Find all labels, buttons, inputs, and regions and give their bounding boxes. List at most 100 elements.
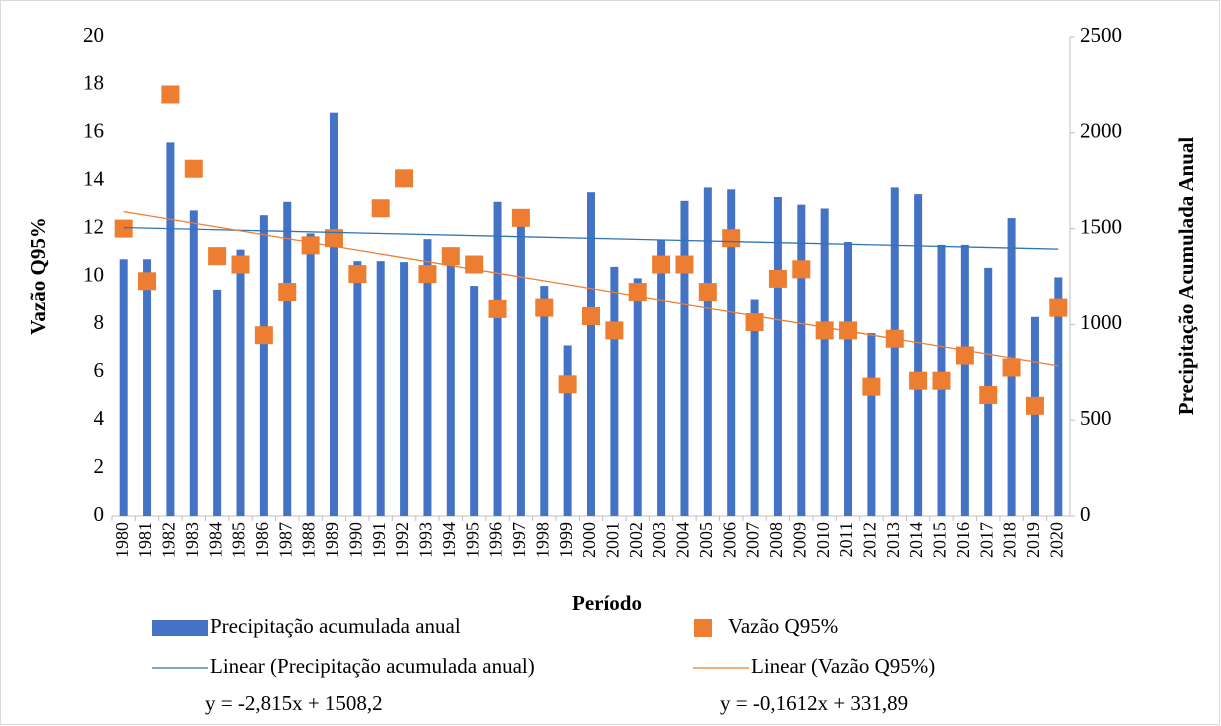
bar: [166, 142, 175, 516]
bar: [493, 201, 502, 516]
y-tick-label: 14: [83, 167, 105, 191]
trend-equation: y = -2,815x + 1508,2: [205, 691, 383, 715]
x-tick-label: 1985: [229, 522, 249, 558]
marker: [605, 321, 624, 340]
bar: [750, 299, 759, 516]
marker: [254, 326, 273, 345]
legend-label: Linear (Vazão Q95%): [751, 654, 935, 678]
bar: [563, 345, 572, 516]
x-tick-label: 2013: [883, 522, 903, 558]
marker: [231, 255, 250, 274]
bar: [540, 286, 549, 516]
marker: [511, 208, 530, 227]
x-tick-label: 2010: [813, 522, 833, 558]
bar: [680, 200, 689, 516]
x-tick-label: 2005: [696, 522, 716, 558]
bar: [329, 112, 338, 516]
y2-tick-label: 1000: [1080, 310, 1122, 334]
legend-swatch: [694, 619, 712, 637]
marker: [371, 199, 390, 218]
x-tick-label: 1990: [345, 522, 365, 558]
bar: [1054, 277, 1063, 516]
x-tick-label: 1994: [439, 522, 459, 558]
x-tick-label: 1987: [275, 522, 295, 558]
marker: [745, 313, 764, 332]
x-tick-label: 2019: [1023, 522, 1043, 558]
bar: [446, 264, 455, 516]
x-tick-label: 1983: [182, 522, 202, 558]
bar: [306, 233, 315, 516]
marker: [1025, 396, 1044, 415]
y-tick-label: 4: [94, 406, 105, 430]
marker: [628, 283, 647, 302]
marker: [722, 229, 741, 248]
y2-tick-label: 2500: [1080, 23, 1122, 47]
marker: [675, 255, 694, 274]
marker: [1002, 358, 1021, 377]
marker: [979, 386, 998, 405]
x-tick-label: 2000: [579, 522, 599, 558]
x-tick-label: 2020: [1046, 522, 1066, 558]
bar: [960, 244, 969, 517]
bar: [657, 240, 666, 516]
bar: [236, 249, 245, 516]
y2-tick-label: 1500: [1080, 214, 1122, 238]
bar: [727, 189, 736, 516]
x-tick-label: 1991: [369, 522, 389, 558]
legend-label: Precipitação acumulada anual: [210, 614, 461, 638]
x-tick-label: 1995: [462, 522, 482, 558]
marker: [114, 219, 133, 238]
marker: [652, 255, 671, 274]
bar: [844, 242, 853, 516]
y-tick-label: 6: [94, 358, 105, 382]
marker: [301, 236, 320, 255]
marker: [909, 371, 928, 390]
bar: [470, 286, 479, 516]
x-axis-title: Período: [572, 591, 642, 615]
bar: [283, 201, 292, 516]
x-tick-label: 2011: [836, 522, 856, 557]
marker: [161, 85, 180, 104]
x-tick-label: 1992: [392, 522, 412, 558]
marker: [698, 283, 717, 302]
trendline: [123, 226, 1059, 250]
bar: [610, 266, 619, 516]
bar: [867, 333, 876, 516]
bar: [516, 219, 525, 516]
x-tick-label: 1982: [159, 522, 179, 558]
marker: [488, 299, 507, 318]
y-tick-label: 0: [94, 502, 105, 526]
x-tick-label: 2006: [719, 522, 739, 558]
bar: [213, 289, 222, 516]
x-tick-label: 2015: [930, 522, 950, 558]
y-tick-label: 10: [83, 262, 104, 286]
bar: [773, 196, 782, 516]
bar: [376, 261, 385, 516]
legend-swatch: [152, 620, 208, 636]
y2-tick-label: 500: [1080, 406, 1112, 430]
marker: [558, 375, 577, 394]
y-tick-label: 12: [83, 214, 104, 238]
x-tick-label: 1986: [252, 522, 272, 558]
bar: [400, 262, 409, 516]
bar: [119, 259, 128, 516]
y-tick-label: 2: [94, 454, 105, 478]
bar: [820, 208, 829, 516]
trendline: [123, 210, 1059, 367]
x-tick-label: 2001: [602, 522, 622, 558]
x-tick-label: 1996: [486, 522, 506, 558]
bar: [890, 187, 899, 516]
bar: [914, 194, 923, 516]
y2-tick-label: 0: [1080, 502, 1091, 526]
x-tick-label: 1993: [416, 522, 436, 558]
marker: [208, 247, 227, 266]
marker: [582, 307, 600, 326]
y-tick-label: 16: [83, 119, 104, 143]
y-axis-title: Vazão Q95%: [26, 217, 50, 335]
x-tick-label: 2014: [906, 522, 926, 558]
x-tick-label: 1984: [205, 522, 225, 558]
marker: [278, 283, 297, 302]
bar: [797, 204, 806, 516]
x-tick-label: 2012: [860, 522, 880, 558]
